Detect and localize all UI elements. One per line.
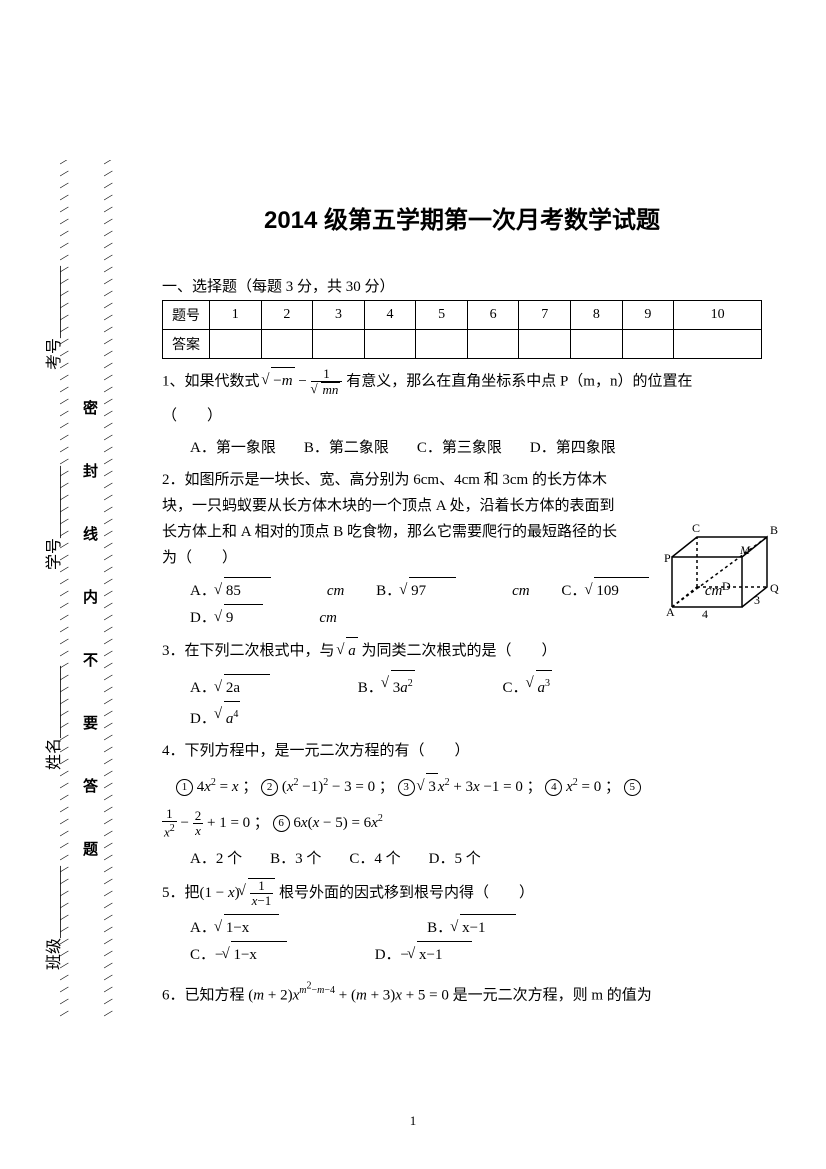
field-student-id: 学号_________ — [40, 466, 64, 570]
page-number: 1 — [410, 1113, 417, 1129]
answer-grid: 题号12345678910 答案 — [162, 300, 762, 359]
svg-text:M: M — [739, 543, 751, 557]
question-6: 6．已知方程 (m + 2)xm2−m−4 + (m + 3)x + 5 = 0… — [162, 974, 762, 1008]
svg-text:3: 3 — [754, 593, 760, 607]
svg-text:P: P — [664, 551, 671, 565]
table-row: 题号12345678910 — [163, 301, 762, 330]
cube-diagram: A B C D P Q M 4 3 — [662, 512, 782, 622]
question-1-options: A．第一象限B．第二象限C．第三象限D．第四象限 — [190, 435, 762, 461]
field-name: 姓名_________ — [40, 666, 64, 770]
exam-content: 2014 级第五学期第一次月考数学试题 一、选择题（每题 3 分，共 30 分）… — [162, 150, 762, 1014]
page-title: 2014 级第五学期第一次月考数学试题 — [162, 200, 762, 235]
svg-text:A: A — [666, 605, 675, 619]
question-5-options: A．1−x B．x−1 C．−1−x D．−x−1 — [190, 914, 762, 968]
field-class: 班级_________ — [40, 866, 64, 970]
question-3-options: A．2a B．3a2 C．a3 D．a4 — [190, 670, 762, 732]
table-row: 答案 — [163, 330, 762, 359]
sealed-line-text: 密 封 线 内 不 要 答 题 — [79, 400, 100, 872]
question-4-options: A．2 个B．3 个C．4 个D．5 个 — [190, 846, 762, 872]
svg-text:B: B — [770, 523, 778, 537]
svg-text:C: C — [692, 521, 700, 535]
svg-text:4: 4 — [702, 607, 708, 621]
section-1-heading: 一、选择题（每题 3 分，共 30 分） — [162, 275, 762, 296]
question-1-paren: （ ） — [162, 403, 762, 429]
question-4: 4．下列方程中，是一元二次方程的有（ ） — [162, 738, 762, 764]
question-4-equations-2: 1x2 − 2x + 1 = 0 ； 6 6x(x − 5) = 6x2 — [162, 806, 762, 840]
question-3: 3．在下列二次根式中，与 a 为同类二次根式的是（ ） — [162, 637, 762, 664]
question-5: 5．把(1 − x)1x−1 根号外面的因式移到根号内得（ ） — [162, 878, 762, 908]
svg-text:Q: Q — [770, 581, 779, 595]
binding-margin: ////////////////////////////////////////… — [60, 160, 130, 1020]
field-exam-id: 考号_________ — [40, 266, 64, 370]
svg-text:D: D — [722, 579, 731, 593]
question-4-equations: 1 4x2 = x ； 2 (x2 −1)2 − 3 = 0 ； 3 3x2 +… — [176, 770, 762, 800]
question-1: 1、如果代数式 −m − 1mn 有意义，那么在直角坐标系中点 P（m，n）的位… — [162, 367, 762, 397]
hatch-right: ////////////////////////////////////////… — [104, 160, 118, 1020]
